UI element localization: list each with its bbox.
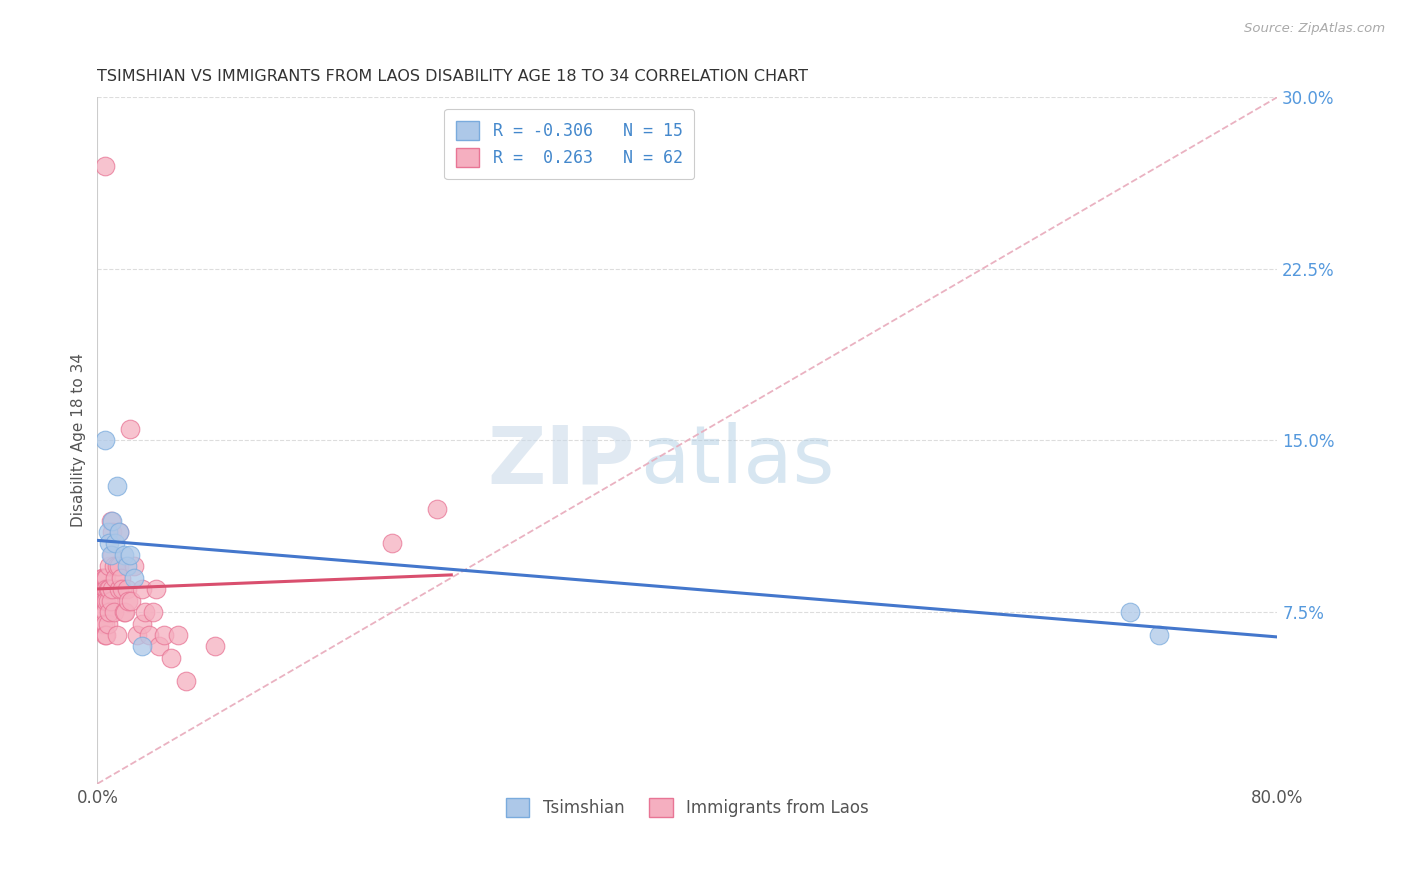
Point [103,559,125,574]
Point [111,582,134,597]
Point [108,524,131,539]
Point [122,571,145,585]
Point [98,605,121,619]
Text: TSIMSHIAN VS IMMIGRANTS FROM LAOS DISABILITY AGE 18 TO 34 CORRELATION CHART: TSIMSHIAN VS IMMIGRANTS FROM LAOS DISABI… [97,69,808,84]
Point [93,582,115,597]
Point [91,616,114,631]
Legend: Tsimshian, Immigrants from Laos: Tsimshian, Immigrants from Laos [499,791,876,823]
Point [93,593,115,607]
Text: atlas: atlas [640,422,835,500]
Point [100,593,122,607]
Point [381,536,404,550]
Point [104,571,127,585]
Text: Source: ZipAtlas.com: Source: ZipAtlas.com [1244,22,1385,36]
Point [98,582,121,597]
Point [1149,628,1171,642]
Point [93,571,115,585]
Point [112,548,135,562]
Y-axis label: Disability Age 18 to 34: Disability Age 18 to 34 [72,353,86,527]
Point [97,582,120,597]
Point [148,640,170,654]
Point [131,616,153,631]
Point [112,605,135,619]
Point [101,514,124,528]
Point [93,628,115,642]
Point [118,422,141,436]
Point [145,582,167,597]
Point [108,559,131,574]
Point [122,559,145,574]
Point [104,536,127,550]
Text: ZIP: ZIP [486,422,634,500]
Point [100,548,122,562]
Point [174,673,197,688]
Point [96,571,118,585]
Point [101,548,124,562]
Point [93,605,115,619]
Point [91,582,114,597]
Point [138,628,160,642]
Point [93,434,115,448]
Point [100,514,122,528]
Point [93,616,115,631]
Point [103,605,125,619]
Point [108,524,131,539]
Point [160,651,183,665]
Point [98,536,121,550]
Point [90,571,112,585]
Point [131,582,153,597]
Point [110,571,132,585]
Point [93,159,115,173]
Point [118,548,141,562]
Point [142,605,165,619]
Point [105,479,128,493]
Point [97,524,120,539]
Point [90,582,112,597]
Point [108,582,131,597]
Point [204,640,226,654]
Point [120,593,142,607]
Point [105,628,128,642]
Point [115,559,138,574]
Point [101,582,124,597]
Point [101,524,124,539]
Point [91,593,114,607]
Point [91,571,114,585]
Point [426,502,449,516]
Point [134,605,156,619]
Point [115,582,138,597]
Point [105,559,128,574]
Point [117,593,139,607]
Point [167,628,190,642]
Point [96,628,118,642]
Point [91,605,114,619]
Point [90,593,112,607]
Point [98,559,121,574]
Point [1119,605,1142,619]
Point [152,628,174,642]
Point [96,582,118,597]
Point [114,605,136,619]
Point [131,640,153,654]
Point [127,628,149,642]
Point [97,593,120,607]
Point [97,616,120,631]
Point [96,593,118,607]
